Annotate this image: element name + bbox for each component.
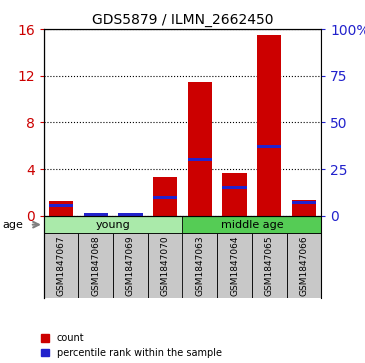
Bar — [217, 233, 252, 298]
Text: GSM1847065: GSM1847065 — [265, 235, 274, 296]
Bar — [188, 82, 212, 216]
Text: GSM1847066: GSM1847066 — [299, 235, 308, 296]
Bar — [44, 29, 321, 216]
Bar — [113, 233, 148, 298]
Bar — [153, 178, 177, 216]
Text: GSM1847068: GSM1847068 — [91, 235, 100, 296]
Bar — [49, 201, 73, 216]
Bar — [148, 233, 182, 298]
Bar — [49, 204, 73, 207]
Bar — [118, 215, 143, 216]
Bar — [153, 196, 177, 199]
Legend: count, percentile rank within the sample: count, percentile rank within the sample — [41, 333, 222, 358]
Bar — [44, 216, 182, 233]
Bar — [292, 201, 316, 204]
Title: GDS5879 / ILMN_2662450: GDS5879 / ILMN_2662450 — [92, 13, 273, 26]
Bar — [78, 233, 113, 298]
Bar — [188, 158, 212, 161]
Text: age: age — [2, 220, 23, 230]
Bar — [222, 187, 247, 189]
Bar — [292, 200, 316, 216]
Text: GSM1847063: GSM1847063 — [195, 235, 204, 296]
Text: young: young — [96, 220, 131, 230]
Text: GSM1847069: GSM1847069 — [126, 235, 135, 296]
Bar — [287, 233, 321, 298]
Text: middle age: middle age — [220, 220, 283, 230]
Bar — [182, 233, 217, 298]
Bar — [257, 145, 281, 148]
Bar — [84, 213, 108, 216]
Text: GSM1847070: GSM1847070 — [161, 235, 170, 296]
Bar — [252, 233, 287, 298]
Bar — [257, 35, 281, 216]
Bar — [84, 215, 108, 216]
Bar — [44, 29, 321, 216]
Bar — [118, 213, 143, 216]
Bar — [222, 173, 247, 216]
Text: GSM1847064: GSM1847064 — [230, 235, 239, 296]
Bar — [44, 233, 78, 298]
Bar — [182, 216, 321, 233]
Text: GSM1847067: GSM1847067 — [57, 235, 66, 296]
